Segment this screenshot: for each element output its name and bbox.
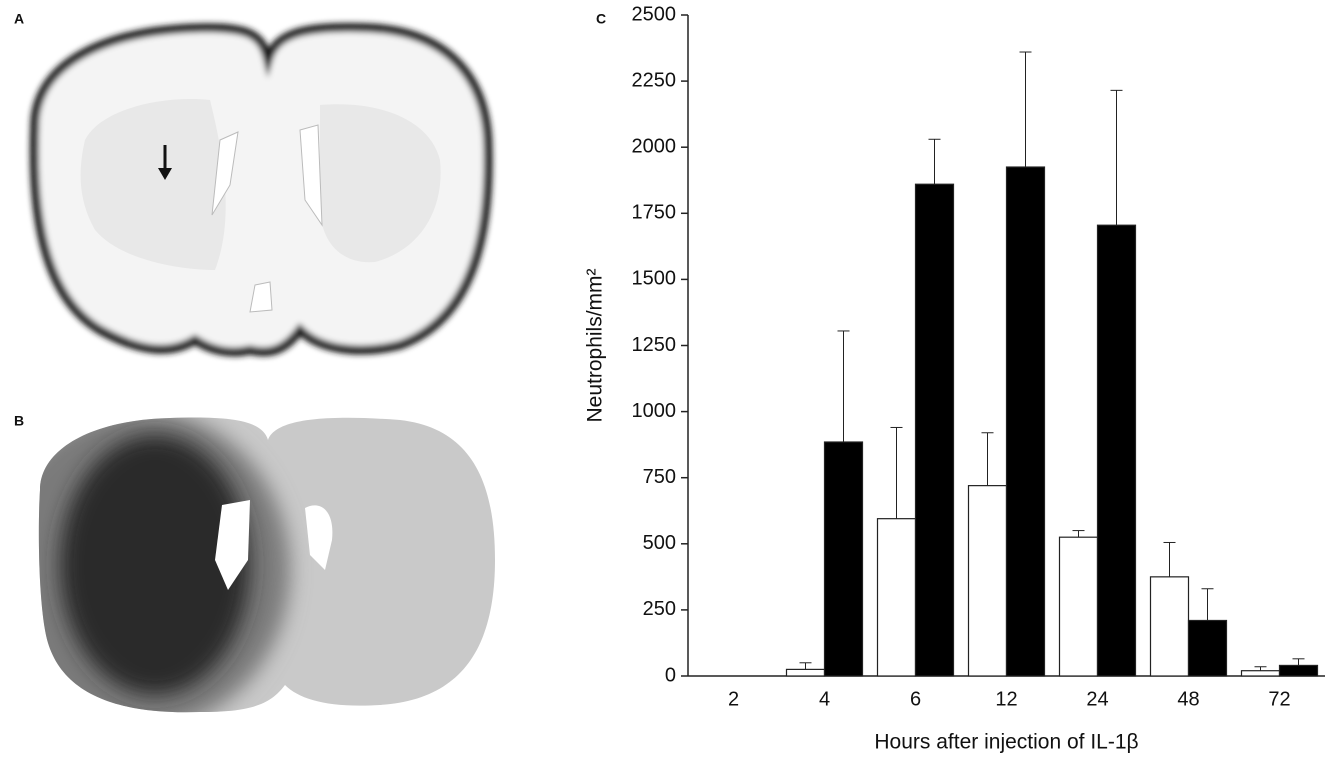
panel-label: B: [14, 413, 24, 429]
brain-section-b: [38, 417, 496, 713]
bar: [876, 518, 917, 677]
y-tick-label: 500: [643, 532, 676, 554]
y-tick-label: 250: [643, 598, 676, 620]
bar: [823, 441, 864, 677]
y-tick-label: 1750: [632, 202, 677, 224]
bar: [1058, 536, 1099, 677]
x-tick-label: 12: [995, 688, 1017, 710]
panel-label: C: [596, 11, 606, 27]
x-tick-label: 48: [1177, 688, 1199, 710]
brain-section-a: [29, 23, 493, 357]
x-tick-label: 2: [728, 688, 739, 710]
y-tick-label: 1250: [632, 334, 677, 356]
bar: [1240, 670, 1281, 677]
y-tick-label: 0: [665, 664, 676, 686]
y-tick-label: 2500: [632, 3, 677, 25]
bar: [1278, 664, 1319, 677]
bar: [1149, 576, 1190, 677]
bar: [914, 183, 955, 677]
panel-label: A: [14, 11, 24, 27]
bar: [967, 485, 1008, 677]
y-tick-label: 1000: [632, 400, 677, 422]
y-tick-label: 2250: [632, 69, 677, 91]
bar: [1005, 166, 1046, 677]
x-tick-label: 4: [819, 688, 830, 710]
y-tick-label: 1500: [632, 268, 677, 290]
y-tick-label: 2000: [632, 135, 677, 157]
bar: [1096, 224, 1137, 677]
x-tick-label: 72: [1268, 688, 1290, 710]
x-tick-label: 6: [910, 688, 921, 710]
bar: [785, 668, 826, 677]
y-axis-label: Neutrophils/mm²: [584, 268, 607, 422]
x-axis-label: Hours after injection of IL-1β: [874, 731, 1138, 754]
y-tick-label: 750: [643, 466, 676, 488]
x-tick-label: 24: [1086, 688, 1108, 710]
bar: [1187, 619, 1228, 677]
